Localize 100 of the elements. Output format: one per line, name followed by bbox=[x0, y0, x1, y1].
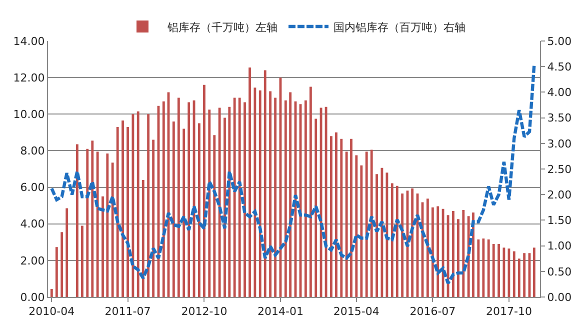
bar bbox=[436, 206, 440, 297]
bar bbox=[487, 239, 490, 297]
bar bbox=[81, 226, 84, 297]
bar bbox=[50, 288, 53, 297]
y-tick-label: 6.00 bbox=[20, 181, 45, 194]
bar bbox=[492, 244, 495, 297]
bar bbox=[426, 198, 429, 297]
bar bbox=[258, 90, 262, 297]
bar bbox=[177, 98, 180, 297]
bar bbox=[452, 211, 454, 297]
bar bbox=[502, 248, 506, 297]
bar bbox=[284, 100, 287, 297]
bar bbox=[198, 123, 200, 297]
bar bbox=[111, 162, 114, 297]
bar bbox=[96, 152, 99, 297]
bar bbox=[208, 110, 211, 297]
x-tick-label: 2011-07 bbox=[104, 305, 151, 318]
bar bbox=[213, 135, 216, 297]
bar bbox=[304, 100, 307, 297]
x-tick-label: 2015-04 bbox=[333, 305, 380, 318]
bar bbox=[106, 153, 109, 297]
bar bbox=[91, 140, 94, 297]
y-tick-label: 2.00 bbox=[20, 254, 45, 268]
bar bbox=[446, 215, 450, 297]
line-series bbox=[50, 63, 536, 285]
y2-tick-label: 3.50 bbox=[547, 112, 572, 125]
bar bbox=[86, 148, 89, 297]
bar bbox=[396, 186, 398, 297]
bar bbox=[523, 253, 526, 297]
y2-tick-label: 2.00 bbox=[547, 188, 572, 202]
bar bbox=[126, 126, 129, 297]
bar bbox=[365, 152, 368, 297]
bar bbox=[136, 111, 140, 297]
bar bbox=[188, 102, 190, 297]
bar bbox=[431, 207, 434, 297]
bar bbox=[274, 98, 277, 297]
x-tick-label: 2017-10 bbox=[486, 305, 532, 318]
bar bbox=[162, 101, 165, 297]
legend-label: 国内铝库存（百万吨）右轴 bbox=[334, 20, 466, 34]
bar bbox=[324, 106, 328, 297]
bar bbox=[182, 128, 186, 297]
y2-tick-label: 4.00 bbox=[547, 86, 572, 100]
x-tick-label: 2016-07 bbox=[410, 305, 456, 318]
bar bbox=[66, 208, 68, 297]
y-tick-label: 14.00 bbox=[13, 34, 45, 48]
bar bbox=[248, 68, 251, 297]
bar bbox=[518, 258, 520, 297]
bar bbox=[102, 196, 104, 297]
bar bbox=[309, 86, 312, 297]
bar bbox=[330, 136, 332, 297]
bar bbox=[355, 155, 358, 297]
bar bbox=[116, 126, 119, 297]
bar bbox=[254, 88, 256, 297]
y-tick-label: 10.00 bbox=[13, 108, 45, 121]
x-tick-label: 2012-10 bbox=[181, 305, 228, 318]
y-tick-label: 8.00 bbox=[20, 144, 45, 158]
y2-tick-label: 1.00 bbox=[547, 240, 572, 253]
bar bbox=[172, 121, 175, 297]
bar bbox=[345, 152, 348, 297]
bar bbox=[289, 92, 292, 297]
bar bbox=[462, 210, 465, 297]
bar bbox=[55, 247, 58, 297]
bar bbox=[142, 180, 144, 297]
bar bbox=[477, 239, 480, 297]
legend-label: 铝库存（千万吨）左轴 bbox=[166, 20, 278, 34]
bar bbox=[512, 251, 516, 297]
y-tick-label: 12.00 bbox=[13, 71, 45, 84]
bar bbox=[233, 98, 236, 297]
y2-tick-label: 4.50 bbox=[547, 60, 572, 74]
bar bbox=[370, 150, 373, 297]
bar bbox=[390, 183, 394, 297]
y2-tick-label: 0.50 bbox=[547, 265, 572, 278]
x-tick-label: 2014-01 bbox=[257, 305, 304, 318]
bar bbox=[498, 244, 500, 297]
bar bbox=[411, 188, 414, 297]
bar bbox=[360, 165, 363, 297]
y-tick-label: 0.00 bbox=[20, 290, 45, 304]
bar bbox=[482, 238, 485, 297]
bar bbox=[401, 194, 404, 297]
bar bbox=[350, 138, 352, 297]
bar bbox=[532, 248, 536, 297]
bar bbox=[376, 174, 378, 297]
bar bbox=[340, 138, 343, 297]
y-tick-label: 4.00 bbox=[20, 218, 45, 231]
y2-tick-label: 3.00 bbox=[547, 137, 572, 150]
y2-tick-label: 2.50 bbox=[547, 162, 572, 176]
y2-tick-label: 1.50 bbox=[547, 214, 572, 228]
bar bbox=[147, 114, 150, 297]
bar bbox=[244, 102, 246, 297]
bar bbox=[122, 120, 124, 297]
bar bbox=[203, 84, 206, 297]
bar bbox=[264, 70, 266, 297]
bar bbox=[132, 114, 134, 297]
y2-tick-label: 5.00 bbox=[547, 34, 572, 48]
bar bbox=[269, 91, 272, 297]
y2-tick-label: 0.00 bbox=[547, 290, 572, 304]
bar bbox=[314, 118, 318, 297]
bar bbox=[218, 108, 221, 297]
bar bbox=[457, 219, 460, 297]
bar bbox=[60, 232, 64, 297]
